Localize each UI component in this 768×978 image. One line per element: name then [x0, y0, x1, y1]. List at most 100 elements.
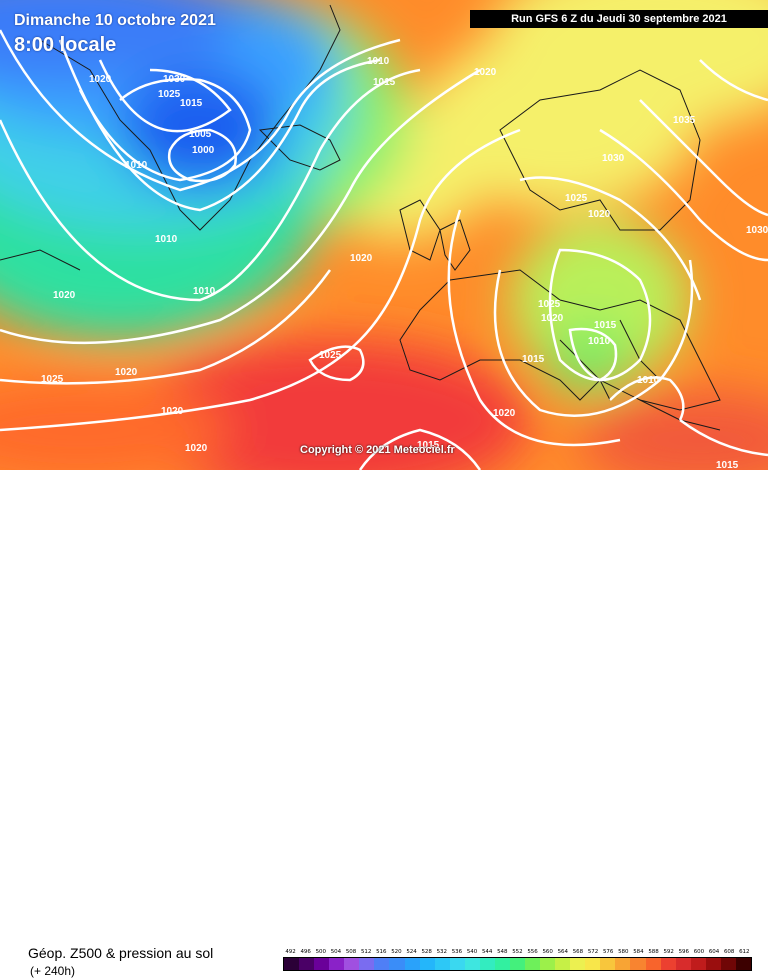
scale-label: 592	[663, 949, 674, 955]
color-scale-bar	[283, 957, 752, 971]
scale-label: 504	[330, 949, 342, 955]
scale-swatch	[600, 958, 616, 970]
scale-label: 492	[285, 949, 296, 955]
isobar-label: 1000	[192, 145, 215, 156]
isobar-label: 1020	[588, 209, 611, 220]
scale-label: 548	[497, 949, 508, 955]
isobar-label: 1025	[319, 350, 342, 361]
isobar-label: 1025	[538, 299, 561, 310]
scale-swatch	[630, 958, 646, 970]
scale-swatch	[449, 958, 465, 970]
scale-swatch	[479, 958, 495, 970]
scale-label: 580	[618, 949, 629, 955]
isobar-label: 1005	[189, 129, 212, 140]
scale-swatch	[645, 958, 661, 970]
scale-swatch	[374, 958, 390, 970]
scale-swatch	[540, 958, 556, 970]
scale-label: 496	[300, 949, 311, 955]
isobar-label: 1010	[125, 160, 148, 171]
copyright-notice: Copyright © 2021 Meteociel.fr	[300, 444, 455, 456]
scale-label: 572	[587, 949, 599, 955]
run-info-banner: Run GFS 6 Z du Jeudi 30 septembre 2021	[470, 10, 768, 28]
scale-label: 600	[693, 949, 705, 955]
scale-swatch	[419, 958, 435, 970]
isobar-label: 1020	[161, 406, 184, 417]
scale-swatch	[585, 958, 601, 970]
isobar-label: 1030	[602, 153, 625, 164]
scale-swatch	[299, 958, 315, 970]
isobar-label: 1010	[367, 56, 390, 67]
scale-label: 556	[527, 949, 538, 955]
legend-footer: Géop. Z500 & pression au sol (+ 240h) 49…	[0, 470, 768, 978]
scale-swatch	[720, 958, 736, 970]
isobar-label: 1015	[180, 98, 203, 109]
forecast-local-time: 8:00 locale	[14, 34, 117, 56]
scale-swatch	[404, 958, 420, 970]
scale-label: 564	[557, 949, 569, 955]
isobar-label: 1025	[158, 89, 181, 100]
scale-swatch	[570, 958, 586, 970]
scale-swatch	[359, 958, 375, 970]
scale-label: 552	[512, 949, 523, 955]
legend-subtitle: (+ 240h)	[30, 964, 76, 978]
scale-swatch	[555, 958, 571, 970]
isobar-label: 1030	[163, 74, 186, 85]
isobar-label: 1015	[373, 77, 396, 88]
isobar-label: 1010	[588, 336, 611, 347]
scale-label: 560	[542, 949, 553, 955]
scale-label: 568	[572, 949, 584, 955]
scale-swatch	[615, 958, 631, 970]
scale-swatch	[705, 958, 721, 970]
scale-swatch	[284, 958, 300, 970]
scale-label: 576	[602, 949, 614, 955]
scale-label: 508	[345, 949, 357, 955]
isobar-label: 1030	[746, 225, 768, 236]
scale-label: 524	[406, 949, 417, 955]
color-scale: 492 496 500 504 508 512 516 520 524 528 532 536 540 5…	[283, 949, 752, 971]
scale-label: 588	[648, 949, 659, 955]
scale-label: 544	[481, 949, 493, 955]
scale-swatch	[344, 958, 360, 970]
scale-swatch	[464, 958, 480, 970]
color-scale-labels: 492 496 500 504 508 512 516 520 524 528 532 536 540 5…	[283, 949, 752, 955]
scale-swatch	[314, 958, 330, 970]
scale-label: 608	[723, 949, 735, 955]
isobar-label: 1025	[41, 374, 64, 385]
isobar-label: 1020	[350, 253, 373, 264]
isobar-label: 1025	[565, 193, 588, 204]
isobar-label: 1015	[522, 354, 545, 365]
isobar-label: 1010	[155, 234, 178, 245]
isobar-label: 1020	[541, 313, 564, 324]
scale-label: 516	[376, 949, 387, 955]
forecast-date: Dimanche 10 octobre 2021	[14, 12, 216, 29]
scale-swatch	[494, 958, 510, 970]
scale-label: 532	[436, 949, 448, 955]
scale-swatch	[690, 958, 706, 970]
isobar-label: 1020	[185, 443, 208, 454]
isobars	[0, 29, 768, 470]
isobar-label: 1015	[716, 460, 739, 470]
weather-map: 1020 1030 1025 1015 1005 1000 1010 1010 …	[0, 0, 768, 470]
isobar-label: 1020	[53, 290, 76, 301]
isobar-label: 1020	[474, 67, 497, 78]
scale-label: 520	[391, 949, 402, 955]
scale-label: 612	[739, 949, 750, 955]
scale-label: 536	[451, 949, 463, 955]
scale-label: 540	[466, 949, 478, 955]
isobar-label: 1010	[637, 375, 660, 386]
scale-label: 596	[678, 949, 690, 955]
scale-swatch	[525, 958, 541, 970]
scale-label: 584	[633, 949, 644, 955]
scale-label: 500	[315, 949, 327, 955]
scale-label: 604	[708, 949, 720, 955]
scale-swatch	[675, 958, 691, 970]
isobar-label: 1015	[417, 440, 440, 451]
isobar-labels: 1020 1030 1025 1015 1005 1000 1010 1010 …	[41, 56, 768, 470]
isobar-label: 1035	[673, 115, 696, 126]
scale-swatch	[329, 958, 345, 970]
scale-swatch	[660, 958, 676, 970]
isobar-label: 1020	[89, 74, 112, 85]
scale-swatch	[509, 958, 525, 970]
isobar-label: 1010	[193, 286, 216, 297]
scale-swatch	[735, 958, 751, 970]
